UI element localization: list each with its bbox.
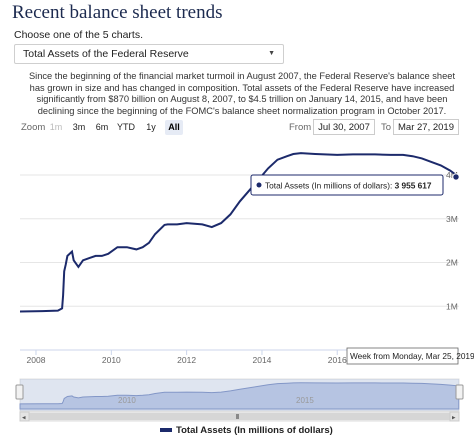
svg-text:Total Assets (In millions of d: Total Assets (In millions of dollars): 3…	[265, 181, 432, 191]
tooltip: Total Assets (In millions of dollars): 3…	[250, 174, 444, 196]
scrollbar-thumb[interactable]	[23, 413, 456, 420]
navigator-label: 2015	[296, 396, 314, 405]
page-title: Recent balance sheet trends	[12, 2, 223, 23]
zoom-button-3m[interactable]: 3m	[72, 122, 86, 132]
scroll-right-button[interactable]	[449, 411, 460, 422]
x-tick-label: 2012	[177, 355, 196, 365]
chart-select-value: Total Assets of the Federal Reserve	[23, 48, 189, 60]
navigator-label: 2010	[118, 396, 136, 405]
from-label: From	[289, 122, 312, 133]
x-tick-label: 2008	[27, 355, 46, 365]
to-date-input[interactable]: Mar 27, 2019	[393, 119, 459, 135]
arrow-right-icon: ▸	[452, 415, 456, 422]
chevron-down-icon: ▼	[268, 50, 275, 57]
y-tick-label: 2M	[446, 258, 458, 268]
navigator-left-handle[interactable]	[15, 384, 24, 400]
x-tick-label: 2014	[253, 355, 272, 365]
chart-instruction: Choose one of the 5 charts.	[14, 29, 143, 41]
zoom-button-ytd[interactable]: YTD	[117, 122, 135, 132]
legend-item[interactable]: Total Assets (In millions of dollars)	[160, 425, 333, 436]
navigator[interactable]: 2010 2015 ◂ ▸	[15, 378, 464, 422]
y-tick-label: 1M	[446, 301, 458, 311]
scroll-left-button[interactable]	[19, 411, 30, 422]
navigator-area	[19, 382, 460, 410]
x-tick-label: 2010	[102, 355, 121, 365]
legend-label: Total Assets (In millions of dollars)	[176, 425, 333, 436]
hover-point	[452, 173, 460, 181]
navigator-right-handle[interactable]	[455, 384, 464, 400]
date-tooltip: Week from Monday, Mar 25, 2019	[346, 347, 474, 365]
from-date-input[interactable]: Jul 30, 2007	[313, 119, 375, 135]
zoom-label: Zoom	[21, 122, 46, 133]
series-line	[19, 152, 460, 313]
tooltip-series: Total Assets (In millions of dollars):	[265, 181, 395, 191]
zoom-button-6m[interactable]: 6m	[95, 122, 109, 132]
y-tick-label: 4M	[446, 170, 458, 180]
y-tick-label: 3M	[446, 214, 458, 224]
date-tooltip-label: Week from Monday, Mar 25, 2019	[350, 351, 474, 361]
tooltip-value: 3 955 617	[395, 181, 432, 191]
chart-description: Since the beginning of the financial mar…	[28, 71, 456, 116]
arrow-left-icon: ◂	[22, 415, 26, 422]
to-label: To	[381, 122, 392, 133]
zoom-button-all[interactable]: All	[165, 120, 183, 135]
legend-swatch	[160, 428, 172, 433]
zoom-button-1y[interactable]: 1y	[146, 122, 156, 132]
navigator-mask	[20, 379, 459, 411]
chart-select[interactable]: Total Assets of the Federal Reserve ▼	[14, 44, 284, 64]
tooltip-marker	[256, 182, 262, 188]
zoom-button-1m[interactable]: 1m	[49, 122, 63, 132]
scrollbar-grip-icon	[236, 414, 239, 419]
x-tick-label: 2016	[328, 355, 347, 365]
